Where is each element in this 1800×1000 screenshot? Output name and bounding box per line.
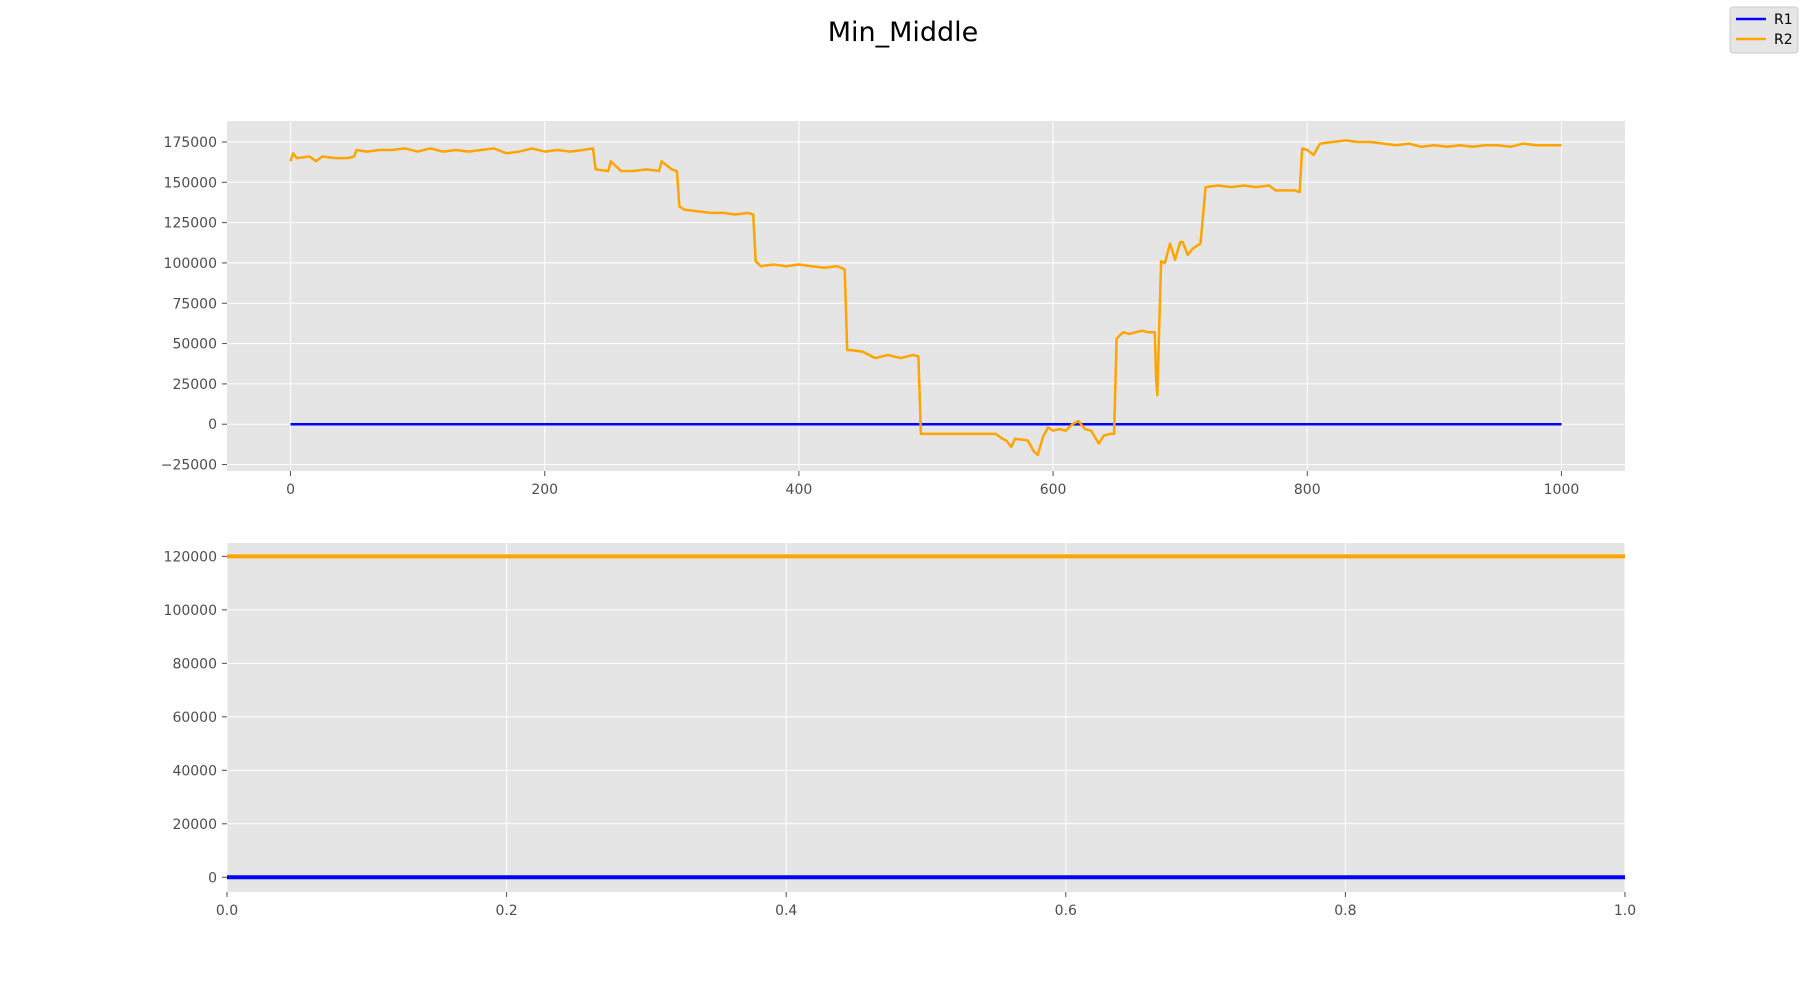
top-x-tick-label-600: 600: [1040, 482, 1067, 498]
top-y-tick-label-150000: 150000: [164, 175, 217, 191]
top-series-lines: [289, 139, 1562, 457]
legend-label-r1: R1: [1774, 12, 1793, 28]
bottom-x-tick-label-1-0: 1.0: [1614, 903, 1636, 919]
bottom-y-tick-label-20000: 20000: [172, 817, 217, 833]
top-series-r2-line: [289, 139, 1562, 457]
top-y-tick-label-25000: −25000: [161, 458, 217, 474]
top-y-tick-label-100000: 100000: [164, 256, 217, 272]
bottom-y-tick-label-60000: 60000: [172, 710, 217, 726]
top-y-tick-labels: −25000 0 25000 50000 75000 100000 125000 150000…: [161, 135, 227, 474]
top-y-tick-label-175000: 175000: [164, 135, 217, 151]
bottom-series-lines: [227, 554, 1625, 880]
bottom-x-tick-label-0-0: 0.0: [216, 903, 238, 919]
top-plot-area: [227, 121, 1625, 471]
bottom-y-tick-label-0: 0: [208, 870, 217, 886]
bottom-y-tick-labels: 0 20000 40000 60000 80000 100000 120000: [164, 549, 227, 886]
bottom-y-tick-label-80000: 80000: [172, 656, 217, 672]
top-x-tick-label-800: 800: [1294, 482, 1321, 498]
top-y-tick-label-50000: 50000: [172, 337, 217, 353]
legend: R1 R2: [1729, 6, 1799, 54]
bottom-x-tick-label-0-4: 0.4: [775, 903, 797, 919]
bottom-y-tick-label-100000: 100000: [164, 603, 217, 619]
top-y-tick-label-125000: 125000: [164, 216, 217, 232]
top-x-tick-label-1000: 1000: [1544, 482, 1580, 498]
chart-title: Min_Middle: [828, 17, 979, 48]
top-x-tick-labels: 0 200 400 600 800 1000: [286, 471, 1579, 498]
bottom-x-tick-label-0-6: 0.6: [1055, 903, 1077, 919]
bottom-subplot: 0 20000 40000 60000 80000 100000 120000 0.0 0.2…: [164, 543, 1636, 919]
top-y-tick-label-75000: 75000: [172, 296, 217, 312]
bottom-y-tick-label-120000: 120000: [164, 549, 217, 565]
bottom-x-tick-label-0-2: 0.2: [495, 903, 517, 919]
top-y-tick-label-25000: 25000: [172, 377, 217, 393]
top-x-tick-label-0: 0: [286, 482, 295, 498]
legend-label-r2: R2: [1774, 32, 1793, 48]
bottom-plot-area: [227, 543, 1625, 892]
bottom-x-tick-label-0-8: 0.8: [1334, 903, 1356, 919]
top-y-tick-label-0: 0: [208, 417, 217, 433]
bottom-y-tick-label-40000: 40000: [172, 763, 217, 779]
top-subplot: −25000 0 25000 50000 75000 100000 125000 150000…: [161, 121, 1625, 498]
top-x-tick-label-400: 400: [786, 482, 813, 498]
top-x-tick-label-200: 200: [531, 482, 558, 498]
bottom-x-tick-labels: 0.0 0.2 0.4 0.6 0.8 1.0: [216, 892, 1636, 919]
